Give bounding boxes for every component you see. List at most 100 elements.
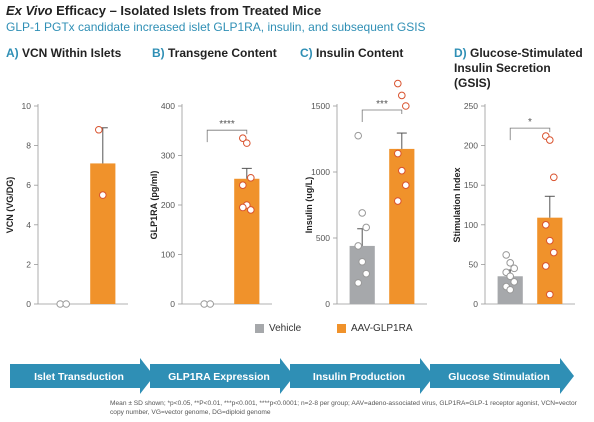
bar-vehicle	[349, 245, 375, 304]
process-arrow	[290, 358, 434, 394]
data-point	[394, 149, 402, 158]
data-point	[394, 197, 402, 205]
legend-treatment-label: AAV-GLP1RA	[351, 323, 413, 334]
page-subtitle: GLP-1 PGTx candidate increased islet GLP…	[6, 20, 426, 34]
significance-stars: *	[528, 117, 532, 128]
data-point	[506, 259, 515, 267]
y-tick-label: 2	[26, 259, 31, 269]
chart-panel-3: 0 50 100 150 200 250 Stimulation Index *	[452, 101, 575, 309]
y-tick-label: 200	[161, 200, 175, 210]
footnote: Mean ± SD shown; *p<0.05, **P<0.01, ***p…	[110, 400, 577, 416]
chart-panel-1: 0 100 200 300 400 GLP1RA (pg/ml) ****	[149, 101, 272, 309]
data-point	[550, 173, 558, 182]
data-point	[239, 203, 247, 212]
data-point	[95, 125, 103, 134]
y-axis-label: VCN (VG/DG)	[5, 177, 15, 234]
bar-aav-glp1ra	[234, 178, 260, 304]
significance-bracket	[509, 127, 551, 141]
data-point	[550, 248, 558, 257]
legend-vehicle-label: Vehicle	[269, 323, 302, 334]
process-step-label: GLP1RA Expression	[168, 371, 270, 383]
bar-aav-glp1ra	[537, 217, 563, 304]
data-point	[362, 269, 371, 278]
data-point	[362, 223, 371, 232]
process-arrow	[10, 358, 154, 394]
y-axis-label: GLP1RA (pg/ml)	[149, 171, 159, 240]
y-axis-label: Stimulation Index	[452, 167, 462, 242]
data-point	[62, 300, 70, 308]
y-tick-label: 0	[170, 299, 175, 309]
bar-aav-glp1ra	[90, 163, 116, 304]
y-tick-label: 0	[473, 299, 478, 309]
panel-d-label: D) Glucose-Stimulated Insulin Secretion …	[454, 46, 583, 90]
data-point	[506, 285, 515, 294]
panel-c-label: C) Insulin Content	[300, 46, 404, 60]
chart-panel-0: 0 2 4 6 8 10 VCN (VG/DG)	[5, 101, 128, 309]
significance-bracket	[361, 109, 403, 122]
y-tick-label: 0	[26, 299, 31, 309]
title-italic: Ex Vivo	[6, 3, 53, 18]
y-tick-label: 8	[26, 141, 31, 151]
page-title: Ex Vivo Efficacy – Isolated Islets from …	[6, 3, 321, 18]
legend-vehicle-swatch	[255, 324, 264, 333]
panel-a-label: A) VCN Within Islets	[6, 46, 122, 60]
legend-treatment: AAV-GLP1RA	[337, 323, 413, 334]
data-point	[402, 181, 410, 189]
data-point	[510, 264, 519, 273]
y-tick-label: 300	[161, 151, 175, 161]
process-arrows: Islet Transduction GLP1RA Expression Insul…	[10, 358, 574, 394]
data-point	[398, 166, 406, 175]
panel-b-label: B) Transgene Content	[152, 46, 277, 60]
process-step-label: Islet Transduction	[34, 371, 124, 383]
data-point	[239, 134, 247, 142]
process-step-label: Glucose Stimulation	[448, 371, 550, 383]
data-point	[546, 290, 554, 299]
y-tick-label: 500	[316, 233, 330, 243]
data-point	[506, 272, 515, 281]
data-point	[502, 251, 511, 259]
y-tick-label: 100	[161, 250, 175, 260]
data-point	[354, 242, 363, 250]
data-point	[402, 102, 410, 110]
data-point	[247, 206, 255, 214]
data-point	[99, 191, 107, 199]
bar-aav-glp1ra	[389, 148, 415, 304]
y-tick-label: 250	[464, 101, 478, 111]
data-point	[247, 173, 255, 182]
process-arrow	[150, 358, 294, 394]
legend-vehicle: Vehicle	[255, 323, 301, 334]
y-tick-label: 100	[464, 220, 478, 230]
y-tick-label: 50	[469, 259, 479, 269]
y-tick-label: 0	[325, 299, 330, 309]
charts-svg: 0 2 4 6 8 10 VCN (VG/DG) 0 100 200 300 400 GLP1RA (p…	[5, 79, 575, 309]
y-tick-label: 400	[161, 101, 175, 111]
y-tick-label: 1500	[311, 101, 330, 111]
chart-panel-2: 0 500 1000 1500 Insulin (ug/L) ***	[304, 79, 427, 309]
significance-stars: ****	[219, 119, 235, 130]
data-point	[542, 221, 550, 229]
data-point	[358, 257, 367, 266]
title-rest: Efficacy – Isolated Islets from Treated …	[52, 3, 322, 18]
process-step-label: Insulin Production	[313, 371, 405, 383]
data-point	[546, 136, 554, 144]
legend-treatment-swatch	[337, 324, 346, 333]
data-point	[398, 91, 406, 100]
significance-bracket	[206, 129, 248, 143]
data-point	[354, 131, 363, 140]
data-point	[546, 236, 554, 245]
y-axis-label: Insulin (ug/L)	[304, 177, 314, 234]
y-tick-label: 150	[464, 180, 478, 190]
data-point	[542, 262, 550, 270]
y-tick-label: 200	[464, 141, 478, 151]
process-arrow	[430, 358, 574, 394]
significance-stars: ***	[376, 99, 388, 110]
data-point	[394, 79, 402, 88]
data-point	[243, 139, 251, 147]
data-point	[239, 181, 247, 189]
data-point	[354, 279, 363, 287]
data-point	[510, 278, 519, 286]
data-point	[358, 209, 367, 217]
y-tick-label: 4	[26, 220, 31, 230]
y-tick-label: 10	[22, 101, 32, 111]
y-tick-label: 6	[26, 180, 31, 190]
